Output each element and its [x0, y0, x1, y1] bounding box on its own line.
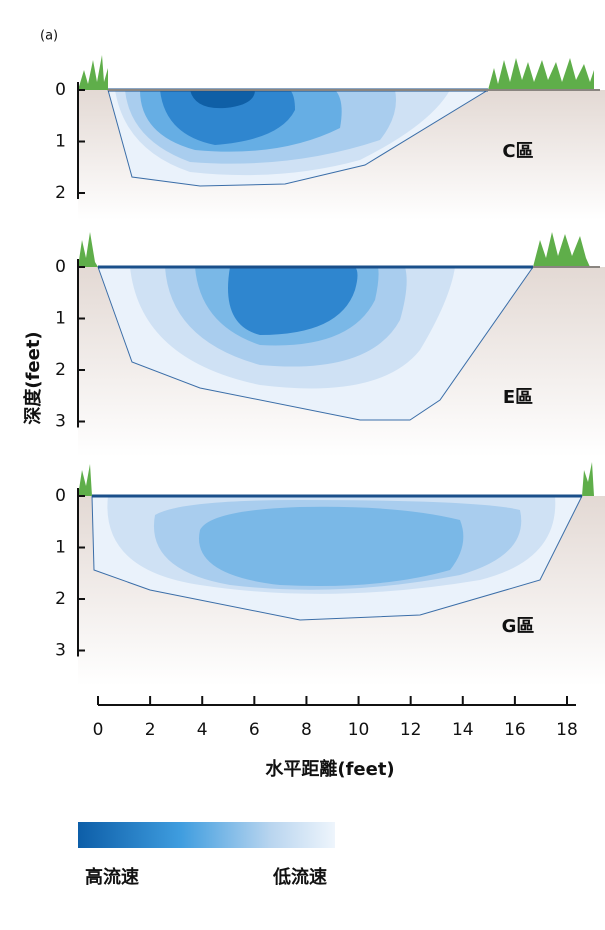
- x-tick-label: 10: [348, 720, 370, 740]
- y-tick-label: 3: [55, 641, 66, 661]
- y-tick-label: 1: [55, 538, 66, 558]
- x-axis-label: 水平距離(feet): [265, 758, 394, 780]
- y-tick-label: 1: [55, 309, 66, 329]
- y-tick-label: 0: [55, 486, 66, 506]
- panel-label: G區: [502, 616, 535, 637]
- x-tick-label: 16: [504, 720, 526, 740]
- x-tick-label: 12: [400, 720, 422, 740]
- x-tick-label: 0: [93, 720, 104, 740]
- x-tick-label: 14: [452, 720, 474, 740]
- channel-e: [78, 232, 600, 421]
- legend-low: 低流速: [272, 866, 327, 888]
- y-tick-label: 1: [55, 132, 66, 152]
- channel-c: [78, 55, 600, 187]
- y-tick-label: 2: [55, 183, 66, 203]
- x-tick-label: 6: [249, 720, 260, 740]
- y-tick-label: 2: [55, 589, 66, 609]
- x-tick-label: 8: [301, 720, 312, 740]
- legend-high: 高流速: [85, 866, 139, 888]
- y-tick-label: 0: [55, 80, 66, 100]
- y-axis-label: 深度(feet): [22, 331, 44, 424]
- y-tick-label: 3: [55, 412, 66, 432]
- panel-label: E區: [503, 387, 533, 408]
- channel-g: [78, 462, 594, 621]
- y-tick-label: 0: [55, 257, 66, 277]
- x-tick-label: 4: [197, 720, 208, 740]
- x-tick-label: 18: [556, 720, 578, 740]
- figure-label: (a): [40, 29, 58, 44]
- y-tick-label: 2: [55, 360, 66, 380]
- legend-gradient: [78, 822, 335, 848]
- x-tick-label: 2: [145, 720, 156, 740]
- panel-label: C區: [502, 141, 533, 162]
